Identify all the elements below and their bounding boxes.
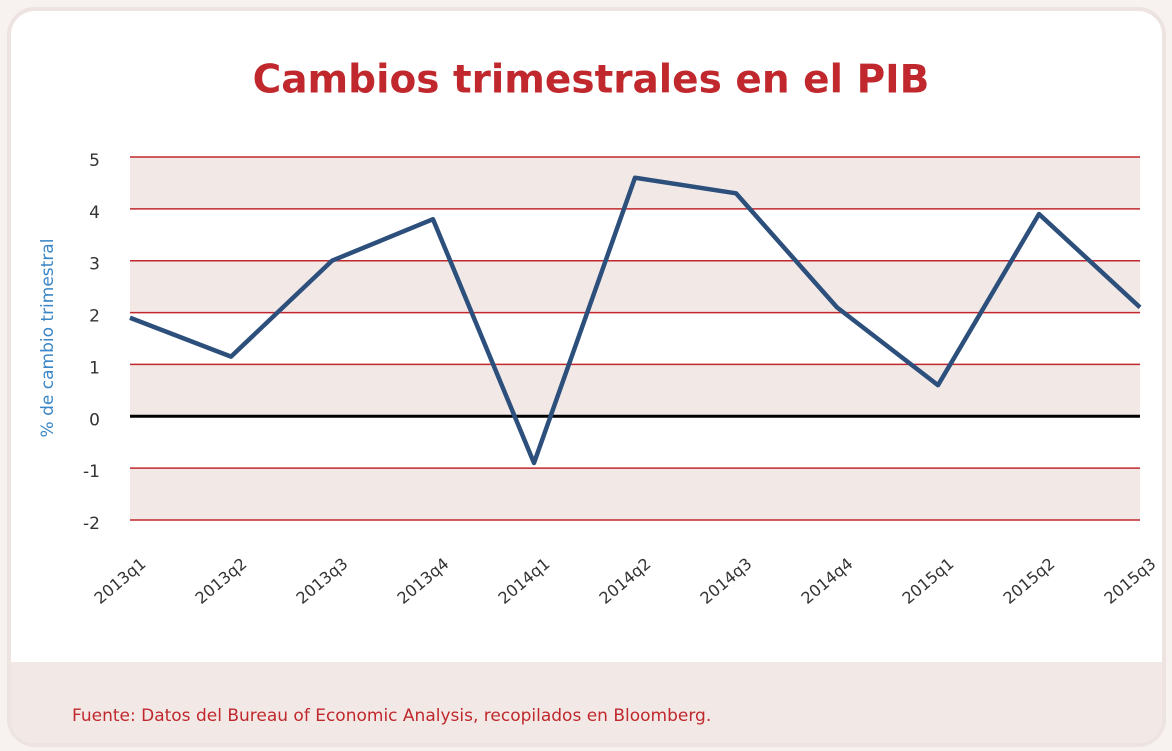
grid-band — [130, 364, 1140, 417]
y-axis-label: % de cambio trimestral — [38, 239, 58, 438]
data-line — [129, 175, 1142, 466]
chart-title: Cambios trimestrales en el PIB — [253, 58, 930, 103]
y-tick-label: 1 — [89, 358, 100, 378]
y-tick-label: 2 — [89, 307, 100, 327]
footer-band — [11, 662, 1162, 743]
y-tick-label: 0 — [89, 410, 100, 430]
y-tick-label: 4 — [89, 203, 100, 223]
y-tick-label: -1 — [83, 462, 100, 482]
y-tick-label: 3 — [89, 255, 100, 275]
grid-band — [130, 468, 1140, 520]
y-tick-label: -2 — [83, 514, 100, 534]
source-note: Fuente: Datos del Bureau of Economic Ana… — [72, 706, 711, 726]
y-tick-label: 5 — [89, 151, 100, 171]
grid-band — [130, 260, 1140, 313]
